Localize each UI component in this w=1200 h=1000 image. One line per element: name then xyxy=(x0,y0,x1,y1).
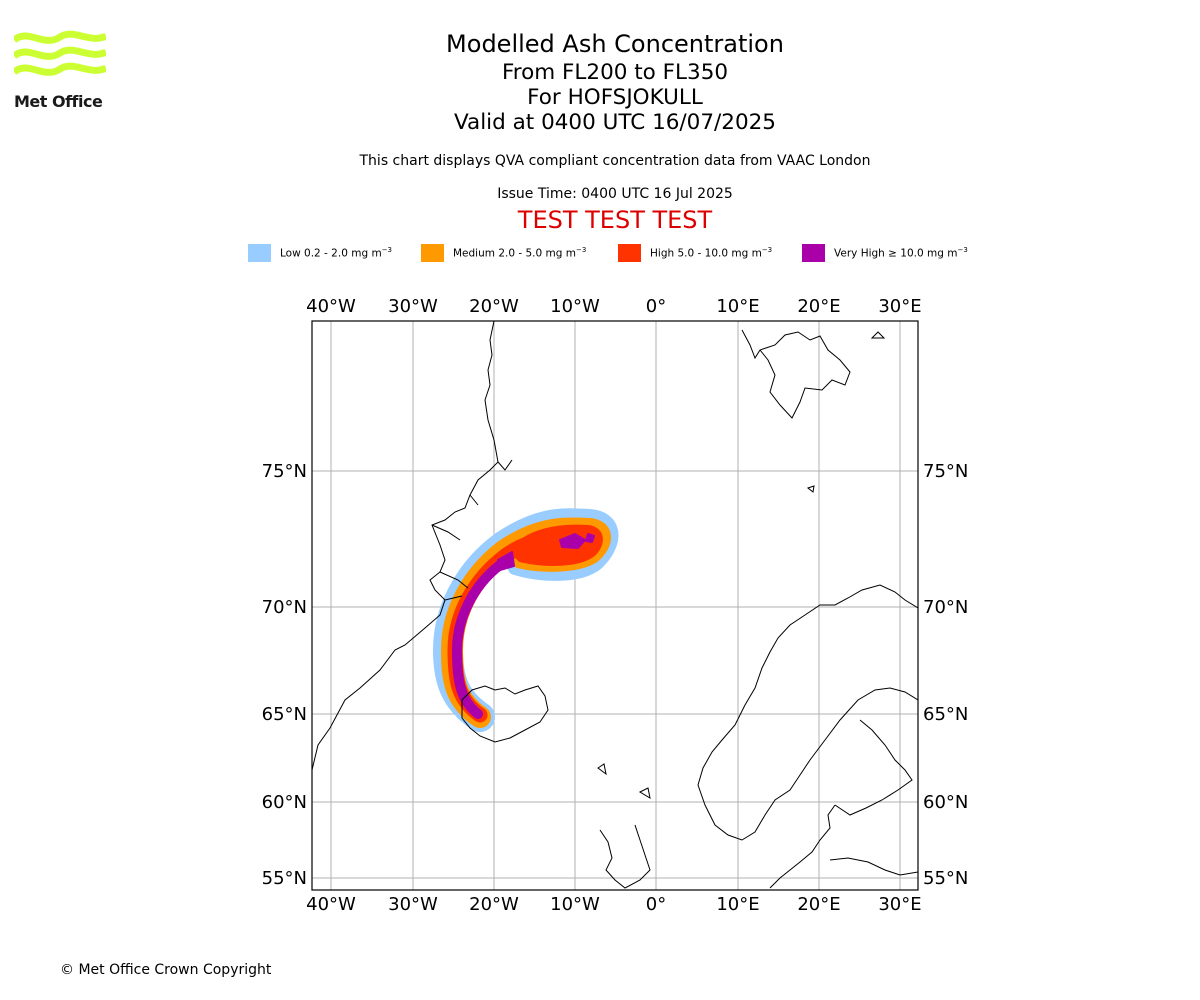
chart-header: Modelled Ash Concentration From FL200 to… xyxy=(300,28,930,234)
volcano-name: For HOFSJOKULL xyxy=(527,85,703,110)
lon-label: 0° xyxy=(646,894,666,915)
lon-label: 10°E xyxy=(716,296,759,317)
legend-unit-exponent: −3 xyxy=(761,246,773,254)
lat-label: 60°N xyxy=(923,792,968,813)
legend-swatch-low xyxy=(248,244,271,262)
lat-label: 65°N xyxy=(923,704,968,725)
lon-label: 40°W xyxy=(306,894,356,915)
lon-label: 30°E xyxy=(878,894,921,915)
legend-swatch-medium xyxy=(421,244,444,262)
svalbard-islands xyxy=(806,331,886,493)
lon-label: 10°E xyxy=(716,894,759,915)
legend-label-low: Low 0.2 - 2.0 mg m xyxy=(280,247,382,260)
coastlines xyxy=(312,321,918,889)
issue-time: Issue Time: 0400 UTC 16 Jul 2025 xyxy=(497,186,733,202)
lat-label: 75°N xyxy=(923,461,968,482)
lon-label: 20°W xyxy=(469,894,519,915)
greenland-coast xyxy=(312,321,499,771)
ash-plume xyxy=(433,508,619,732)
copyright-notice: © Met Office Crown Copyright xyxy=(60,962,272,978)
legend-label-high: High 5.0 - 10.0 mg m xyxy=(650,247,762,260)
lon-label: 20°E xyxy=(797,894,840,915)
svalbard-coast xyxy=(741,329,851,419)
lon-label: 30°W xyxy=(388,296,438,317)
lat-label: 65°N xyxy=(262,704,307,725)
lat-label: 70°N xyxy=(262,597,307,618)
met-office-wave-icon xyxy=(11,30,108,76)
lon-label: 20°W xyxy=(469,296,519,317)
legend-unit-exponent: −3 xyxy=(381,246,393,254)
lon-label: 10°W xyxy=(550,296,600,317)
longitude-labels-top: 40°W 30°W 20°W 10°W 0° 10°E 20°E 30°E xyxy=(306,296,921,317)
latitude-labels-left: 75°N 70°N 65°N 60°N 55°N xyxy=(262,461,307,889)
lon-label: 10°W xyxy=(550,894,600,915)
lat-label: 55°N xyxy=(262,868,307,889)
lon-label: 0° xyxy=(646,296,666,317)
chart-subtitle: This chart displays QVA compliant concen… xyxy=(359,153,871,169)
ash-plume-very-high-spots xyxy=(497,533,595,571)
met-office-logo: Met Office xyxy=(11,30,114,114)
legend-swatch-high xyxy=(618,244,641,262)
greenland-fjords xyxy=(431,459,513,601)
legend-swatch-very-high xyxy=(802,244,825,262)
lon-label: 30°E xyxy=(878,296,921,317)
iceland-coast xyxy=(461,685,549,743)
logo-text: Met Office xyxy=(14,92,103,111)
map-frame xyxy=(311,320,919,891)
legend-label-very-high: Very High ≥ 10.0 mg m xyxy=(834,247,958,260)
legend-unit-exponent: −3 xyxy=(957,246,968,254)
lat-label: 55°N xyxy=(923,868,968,889)
flight-level-range: From FL200 to FL350 xyxy=(501,60,729,85)
lat-label: 70°N xyxy=(923,597,968,618)
chart-title: Modelled Ash Concentration xyxy=(446,30,784,58)
baltic-coast xyxy=(769,804,918,889)
lat-label: 60°N xyxy=(262,792,307,813)
latitude-labels-right: 75°N 70°N 65°N 60°N 55°N xyxy=(923,461,968,889)
map-gridlines xyxy=(312,321,918,890)
finland-coast xyxy=(834,719,913,816)
scandinavia-coast xyxy=(697,584,918,841)
lon-label: 30°W xyxy=(388,894,438,915)
legend-label-medium: Medium 2.0 - 5.0 mg m xyxy=(453,247,576,260)
lat-label: 75°N xyxy=(262,461,307,482)
validity-time: Valid at 0400 UTC 16/07/2025 xyxy=(453,110,776,135)
test-banner: TEST TEST TEST xyxy=(517,206,713,234)
lon-label: 40°W xyxy=(306,296,356,317)
faroe-shetland xyxy=(597,763,651,800)
uk-coast xyxy=(599,824,651,889)
lon-label: 20°E xyxy=(797,296,840,317)
longitude-labels-bottom: 40°W 30°W 20°W 10°W 0° 10°E 20°E 30°E xyxy=(306,894,921,915)
legend-unit-exponent: −3 xyxy=(575,246,587,254)
